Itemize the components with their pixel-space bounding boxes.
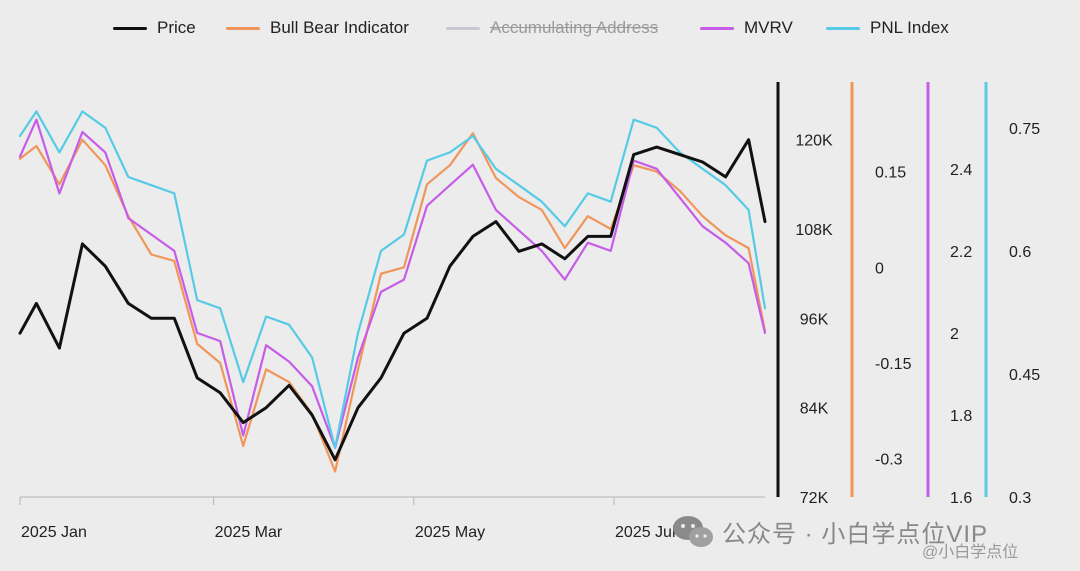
watermark-sub-text: @小白学点位	[922, 544, 1019, 561]
legend-item-mvrv[interactable]: MVRV	[700, 18, 793, 38]
legend-item-pnl-index[interactable]: PNL Index	[826, 18, 949, 38]
legend-label-mvrv: MVRV	[744, 18, 793, 37]
y-tick-label: 84K	[800, 401, 829, 418]
y-tick-label: 1.6	[950, 490, 972, 507]
legend-item-bull-bear[interactable]: Bull Bear Indicator	[226, 18, 409, 38]
legend-swatch-mvrv	[700, 26, 734, 30]
series-line-bull-bear-indicator	[18, 132, 767, 473]
x-tick-label: 2025 Jul	[615, 524, 676, 541]
y-tick-label: 0	[875, 260, 884, 277]
series-line-pnl-index	[18, 110, 767, 449]
series-line-mvrv	[18, 118, 767, 449]
y-tick-label: 1.8	[950, 408, 972, 425]
y-tick-label: 2.4	[950, 162, 972, 179]
legend-swatch-price	[113, 26, 147, 30]
legend-label-accumulating-address: Accumulating Address	[490, 18, 659, 37]
legend-swatch-bull-bear	[226, 26, 260, 30]
watermark: 公众号 · 小白学点位VIP @小白学点位	[670, 512, 1070, 568]
legend-item-accumulating-address[interactable]: Accumulating Address	[446, 18, 658, 38]
legend: Price Bull Bear Indicator Accumulating A…	[0, 18, 1080, 48]
y-tick-label: -0.15	[875, 356, 912, 373]
y-tick-label: 0.6	[1009, 244, 1031, 261]
legend-label-bull-bear: Bull Bear Indicator	[270, 18, 409, 37]
x-tick-label: 2025 May	[415, 524, 485, 541]
legend-swatch-accumulating-address	[446, 26, 480, 30]
y-tick-label: 0.15	[875, 165, 906, 182]
y-tick-label: 120K	[795, 133, 833, 150]
x-tick-label: 2025 Mar	[215, 524, 283, 541]
y-tick-label: 72K	[800, 490, 829, 507]
y-tick-label: 2.2	[950, 244, 972, 261]
series-line-price	[18, 138, 767, 462]
legend-label-price: Price	[157, 18, 196, 37]
y-tick-label: 0.75	[1009, 121, 1040, 138]
wechat-icon	[673, 516, 713, 547]
legend-label-pnl-index: PNL Index	[870, 18, 949, 37]
y-tick-label: 2	[950, 326, 959, 343]
x-tick-label: 2025 Jan	[21, 524, 87, 541]
y-tick-label: 108K	[795, 222, 833, 239]
y-tick-label: 96K	[800, 311, 829, 328]
legend-item-price[interactable]: Price	[113, 18, 196, 38]
y-tick-label: 0.45	[1009, 367, 1040, 384]
watermark-main-text: 公众号 · 小白学点位VIP	[722, 521, 989, 548]
y-tick-label: -0.3	[875, 452, 903, 469]
legend-swatch-pnl-index	[826, 26, 860, 30]
y-tick-label: 0.3	[1009, 490, 1031, 507]
